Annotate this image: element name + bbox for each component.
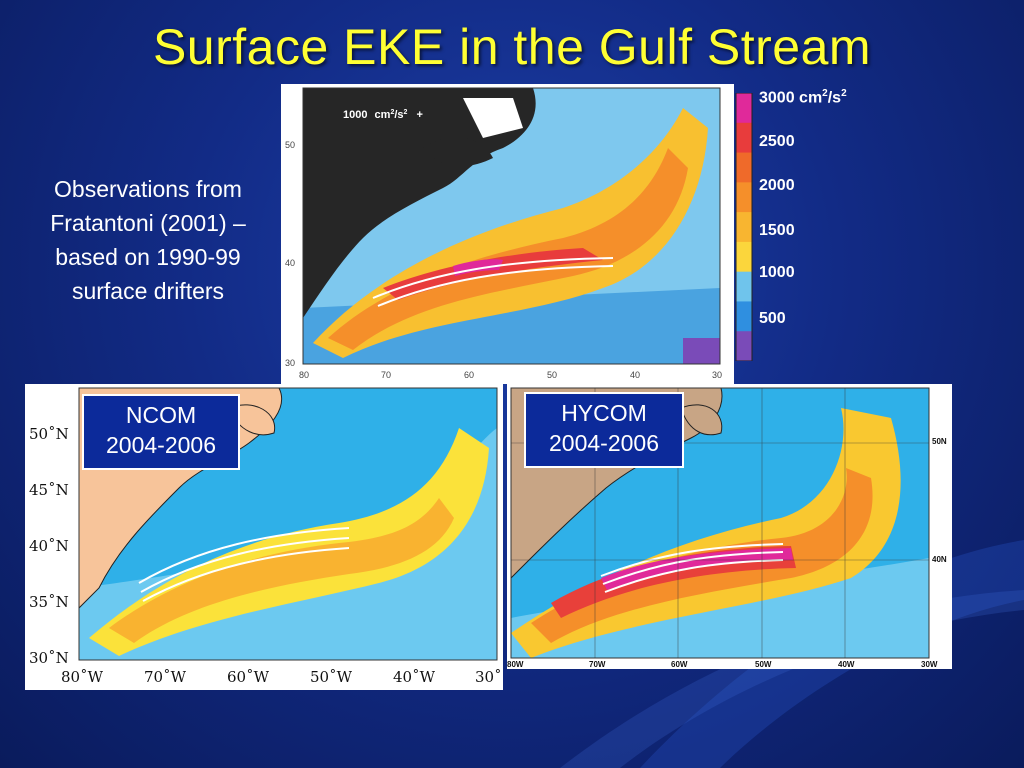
ncom-lon-70: 70˚W <box>144 668 187 686</box>
colorbar-band <box>736 93 752 124</box>
ncom-period: 2004-2006 <box>106 432 216 458</box>
hycom-lon-80w: 80W <box>507 660 524 669</box>
colorbar-label-1000: 1000 <box>759 264 795 281</box>
hycom-lat-50n: 50N <box>932 437 947 446</box>
colorbar-label-2500: 2500 <box>759 133 795 150</box>
lon-tick-30: 30 <box>712 370 722 380</box>
ncom-lat-45: 45˚N <box>29 481 69 499</box>
colorbar-label-500: 500 <box>759 310 786 327</box>
lat-tick-50: 50 <box>285 140 295 150</box>
ncom-lat-50: 50˚N <box>29 425 69 443</box>
hycom-label-box: HYCOM 2004-2006 <box>524 392 684 468</box>
lon-tick-40: 40 <box>630 370 640 380</box>
ncom-eke-map: 50˚N 45˚N 40˚N 35˚N 30˚N 80˚W 70˚W 60˚W … <box>25 384 503 690</box>
colorbar-band <box>736 271 752 302</box>
ncom-lon-80: 80˚W <box>61 668 104 686</box>
lon-tick-60: 60 <box>464 370 474 380</box>
ncom-lat-30: 30˚N <box>29 649 69 667</box>
scale-label: 1000 cm2/s2 + <box>343 105 423 121</box>
hycom-lon-60w: 60W <box>671 660 688 669</box>
ncom-lon-30: 30˚ <box>475 668 502 686</box>
colorbar-label-2000: 2000 <box>759 177 795 194</box>
colorbar-band <box>736 212 752 243</box>
ncom-map-graphic: 50˚N 45˚N 40˚N 35˚N 30˚N 80˚W 70˚W 60˚W … <box>25 384 503 690</box>
colorbar-band <box>736 122 752 154</box>
colorbar-label-1500: 1500 <box>759 222 795 239</box>
hycom-eke-map: 50N 40N 80W 70W 60W 50W 40W 30W HYCOM 20… <box>507 384 952 669</box>
hycom-model-name: HYCOM <box>561 400 647 426</box>
hycom-lon-30w: 30W <box>921 660 938 669</box>
hycom-lon-70w: 70W <box>589 660 606 669</box>
ncom-lon-40: 40˚W <box>393 668 436 686</box>
observation-map-graphic: 1000 cm2/s2 + 50 40 30 80 70 60 50 40 30 <box>281 84 734 384</box>
lon-tick-50: 50 <box>547 370 557 380</box>
lat-tick-40: 40 <box>285 258 295 268</box>
lon-tick-80: 80 <box>299 370 309 380</box>
colorbar-band <box>736 152 752 183</box>
colorbar-label-3000: 3000 cm2/s2 <box>759 88 847 107</box>
ncom-label-box: NCOM 2004-2006 <box>82 394 240 470</box>
ncom-lat-40: 40˚N <box>29 537 69 555</box>
slide-title: Surface EKE in the Gulf Stream <box>152 19 872 75</box>
hycom-lon-50w: 50W <box>755 660 772 669</box>
hycom-lat-40n: 40N <box>932 555 947 564</box>
lon-tick-70: 70 <box>381 370 391 380</box>
ncom-model-name: NCOM <box>125 402 197 428</box>
colorbar-band <box>736 301 752 332</box>
observations-caption: Observations from Fratantoni (2001) – ba… <box>50 176 246 304</box>
lat-tick-30: 30 <box>285 358 295 368</box>
observation-eke-map: 1000 cm2/s2 + 50 40 30 80 70 60 50 40 30 <box>281 84 734 384</box>
ncom-lat-35: 35˚N <box>29 593 69 611</box>
colorbar-band <box>736 331 752 361</box>
hycom-period: 2004-2006 <box>549 430 659 456</box>
colorbar-band <box>736 241 752 273</box>
eke-colorbar <box>735 93 753 361</box>
ncom-lon-50: 50˚W <box>310 668 353 686</box>
ncom-lon-60: 60˚W <box>227 668 270 686</box>
colorbar-band <box>736 182 752 213</box>
hycom-lon-40w: 40W <box>838 660 855 669</box>
